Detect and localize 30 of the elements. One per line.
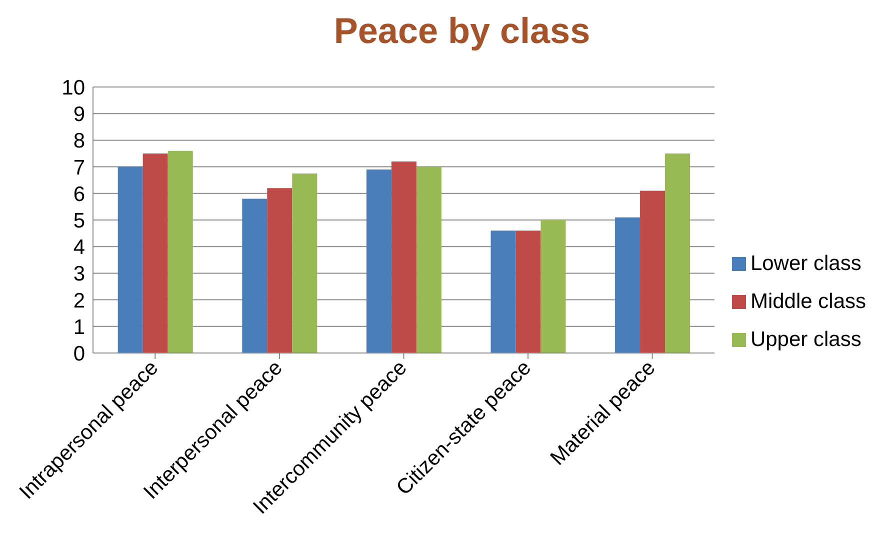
bar bbox=[391, 161, 416, 353]
y-tick-label: 4 bbox=[73, 236, 86, 260]
legend-label: Middle class bbox=[750, 290, 866, 312]
chart-title: Peace by class bbox=[332, 9, 592, 53]
y-tick-label: 7 bbox=[73, 156, 85, 180]
y-tick-label: 8 bbox=[73, 130, 85, 153]
bar bbox=[118, 166, 143, 353]
bar bbox=[142, 154, 168, 353]
bar bbox=[540, 220, 566, 353]
bar bbox=[490, 230, 516, 353]
bar bbox=[366, 169, 392, 353]
y-tick-label: 9 bbox=[73, 103, 85, 126]
y-tick-label: 6 bbox=[73, 182, 85, 206]
y-tick-label: 0 bbox=[73, 342, 85, 366]
legend-label: Lower class bbox=[750, 252, 862, 274]
legend-label: Upper class bbox=[750, 328, 862, 350]
bar bbox=[292, 173, 318, 353]
y-tick-label: 5 bbox=[73, 209, 85, 232]
bar bbox=[615, 217, 640, 353]
y-tick-label: 1 bbox=[73, 316, 85, 339]
bar bbox=[242, 198, 268, 353]
bar bbox=[516, 230, 541, 353]
y-tick-label: 2 bbox=[73, 289, 85, 312]
bar bbox=[267, 188, 292, 353]
y-tick-label: 3 bbox=[73, 262, 85, 286]
bar bbox=[640, 190, 666, 353]
bar bbox=[416, 166, 442, 353]
bar bbox=[168, 150, 193, 353]
y-tick-label: 10 bbox=[62, 76, 85, 100]
bar bbox=[665, 154, 690, 353]
